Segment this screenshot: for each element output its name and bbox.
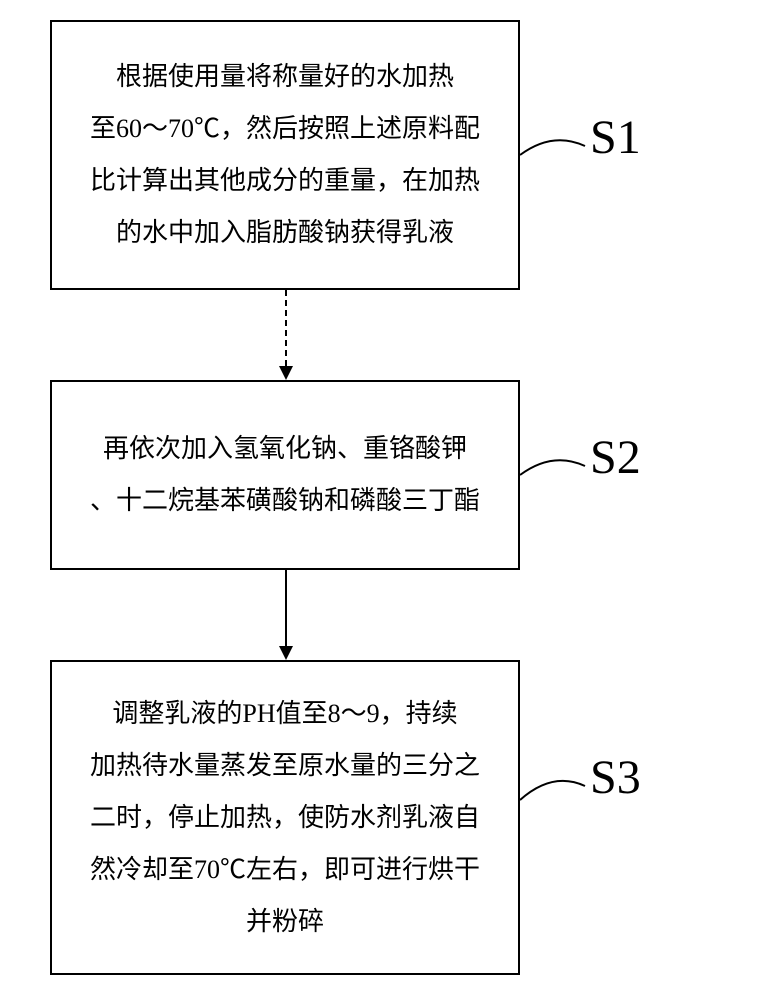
connector-s3 <box>515 746 590 840</box>
step-text: 比计算出其他成分的重量，在加热 <box>72 155 498 207</box>
step-box-s3: 调整乳液的PH值至8～9，持续 加热待水量蒸发至原水量的三分之 二时，停止加热，… <box>50 660 520 975</box>
step-box-s2: 再依次加入氢氧化钠、重铬酸钾 、十二烷基苯磺酸钠和磷酸三丁酯 <box>50 380 520 570</box>
step-text: 然冷却至70℃左右，即可进行烘干 <box>72 844 498 896</box>
flowchart-canvas: 根据使用量将称量好的水加热 至60～70℃，然后按照上述原料配 比计算出其他成分… <box>0 0 768 1000</box>
step-label-s2: S2 <box>590 430 641 485</box>
connector-s2 <box>515 426 590 515</box>
step-label-s3: S3 <box>590 750 641 805</box>
step-text: 并粉碎 <box>72 896 498 948</box>
arrow-s2-s3 <box>285 570 287 646</box>
connector-s1 <box>515 106 590 195</box>
step-text: 根据使用量将称量好的水加热 <box>72 51 498 103</box>
step-label-s1: S1 <box>590 110 641 165</box>
arrow-head-icon <box>279 646 293 660</box>
step-text: 、十二烷基苯磺酸钠和磷酸三丁酯 <box>72 475 498 527</box>
step-text: 再依次加入氢氧化钠、重铬酸钾 <box>72 423 498 475</box>
step-text: 调整乳液的PH值至8～9，持续 <box>72 688 498 740</box>
step-text: 至60～70℃，然后按照上述原料配 <box>72 103 498 155</box>
arrow-head-icon <box>279 366 293 380</box>
step-text: 二时，停止加热，使防水剂乳液自 <box>72 792 498 844</box>
step-text: 的水中加入脂肪酸钠获得乳液 <box>72 207 498 259</box>
step-text: 加热待水量蒸发至原水量的三分之 <box>72 740 498 792</box>
arrow-s1-s2 <box>285 290 287 366</box>
step-box-s1: 根据使用量将称量好的水加热 至60～70℃，然后按照上述原料配 比计算出其他成分… <box>50 20 520 290</box>
